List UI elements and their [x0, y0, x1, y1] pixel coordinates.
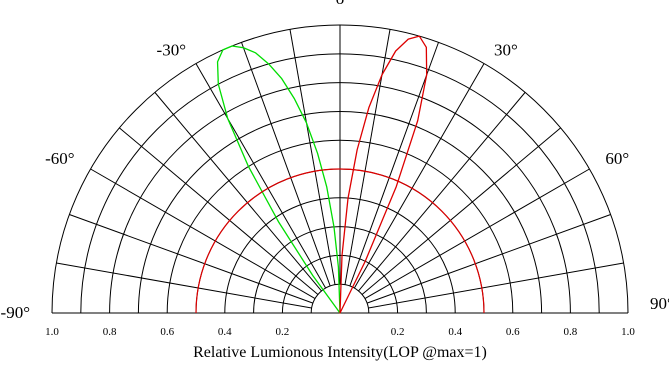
series-lobe — [216, 45, 341, 314]
radial-gridline — [358, 92, 526, 292]
angle-label: -60° — [45, 149, 74, 168]
radial-gridline — [154, 92, 322, 292]
polar-grid — [51, 24, 629, 314]
radial-gridline — [241, 42, 331, 287]
radial-gridline — [366, 214, 611, 304]
radial-tick-label: 0.8 — [103, 326, 117, 338]
radial-tick-label: 0.6 — [506, 326, 520, 338]
angle-label: 30° — [494, 41, 518, 60]
radial-gridline — [56, 262, 312, 309]
radial-tick-label: 0.6 — [160, 326, 174, 338]
label-layer: o -30° 30° -60° 60° -90° 90° 1.0 0.8 0.6 0.4 0.2 0.2… — [1, 0, 669, 338]
radial-tick-label: 0.2 — [391, 326, 405, 338]
circular-gridline — [137, 110, 543, 314]
radial-gridline — [353, 63, 485, 289]
radial-gridline — [90, 168, 316, 300]
radial-tick-label: 0.8 — [564, 326, 578, 338]
radial-tick-label: 1.0 — [45, 326, 59, 338]
radial-tick-label: 0.4 — [218, 326, 232, 338]
radial-gridline — [368, 262, 624, 309]
circular-gridline — [109, 82, 571, 314]
radial-tick-label: 0.4 — [448, 326, 462, 338]
x-axis-label: Relative Lumionous Intensity(LOP @max=1) — [193, 344, 487, 361]
radial-gridline — [119, 127, 319, 295]
angle-label: 60° — [605, 149, 629, 168]
angle-label: o — [336, 0, 345, 8]
circular-gridline — [80, 53, 600, 314]
radial-tick-label: 0.2 — [276, 326, 290, 338]
series-lobe — [339, 35, 428, 314]
circular-gridline — [224, 197, 456, 314]
circular-gridline — [51, 24, 629, 314]
radial-gridline — [361, 127, 561, 295]
series-layer — [195, 35, 485, 314]
circular-gridline — [310, 283, 370, 314]
radial-gridline — [69, 214, 314, 304]
angle-label: 90° — [650, 294, 669, 313]
angle-label: -90° — [1, 303, 30, 322]
angle-label: -30° — [157, 41, 186, 60]
radial-gridline — [364, 168, 590, 300]
radial-tick-label: 1.0 — [621, 326, 635, 338]
radial-gridline — [344, 29, 391, 285]
circular-gridline — [166, 139, 514, 314]
radial-gridline — [195, 63, 327, 289]
radial-gridline — [349, 42, 439, 287]
radial-gridline — [289, 29, 336, 285]
circular-gridline — [281, 254, 399, 314]
circular-gridline — [253, 226, 427, 314]
series-arc — [195, 168, 485, 314]
